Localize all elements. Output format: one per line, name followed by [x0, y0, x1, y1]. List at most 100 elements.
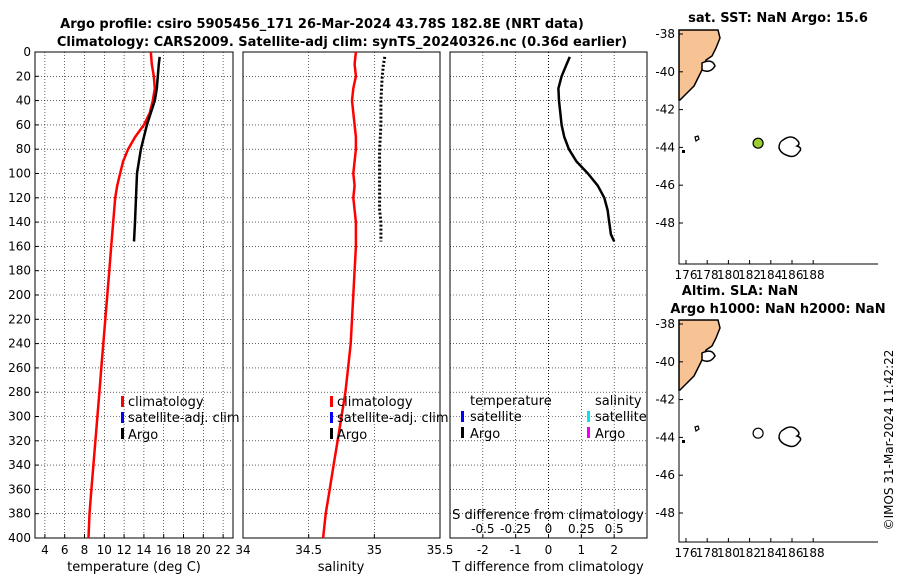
legend-label-satellite-adj: satellite-adj. clim — [337, 411, 449, 426]
y-tick-label: 180 — [8, 264, 31, 278]
x-tick-label: 18 — [176, 543, 191, 557]
difference-panel: -2 -1 0 1 2 -0.5 -0.25 0 0.25 0.5 S difference f… — [449, 51, 648, 575]
map-y-tick-label: -38 — [655, 27, 675, 41]
y-tick-label: 220 — [8, 312, 31, 326]
legend-swatch-climatology — [330, 396, 333, 407]
legend-label-satellite-adj: satellite-adj. clim — [128, 411, 240, 426]
legend-swatch-t-argo — [461, 427, 464, 438]
sst-map-argo-marker — [752, 137, 764, 149]
y-tick-label: 320 — [8, 434, 31, 448]
series-line-argo — [132, 56, 161, 242]
series-line-t-argo — [557, 56, 616, 243]
x-tick-label: 16 — [156, 543, 171, 557]
y-tick-label: 200 — [8, 288, 31, 302]
y-tick-label: 60 — [16, 118, 31, 132]
legend-swatch-s-argo — [587, 427, 590, 438]
x-tick-label: -1 — [510, 543, 522, 557]
sla-map-title-1: Altim. SLA: NaN — [682, 284, 798, 299]
legend-swatch-argo — [121, 428, 124, 439]
y-tick-label: 300 — [8, 410, 31, 424]
sla-map-title-2: Argo h1000: NaN h2000: NaN — [670, 302, 885, 317]
legend-swatch-satellite-adj — [121, 412, 124, 423]
x-tick-label: 1 — [578, 543, 586, 557]
legend-swatch-climatology — [121, 396, 124, 407]
y-tick-label: 260 — [8, 361, 31, 375]
salinity-xlabel: salinity — [318, 560, 365, 575]
y-tick-label: 40 — [16, 94, 31, 108]
sla-map-antipodes-islet — [682, 440, 685, 443]
y-tick-label: 100 — [8, 167, 31, 181]
legend-label-argo: Argo — [337, 428, 367, 443]
y-tick-label: 360 — [8, 482, 31, 496]
map-x-tick-label: 176 — [675, 268, 698, 282]
salinity-xticks: 34 34.5 35 35.5 — [235, 534, 453, 557]
salinity-series — [321, 51, 387, 539]
s-x-tick-label: -0.5 — [471, 522, 494, 536]
s-x-tick-label: -0.25 — [500, 522, 531, 536]
temperature-series — [87, 51, 161, 539]
series-line-argo — [378, 56, 387, 242]
map-x-tick-label: 180 — [717, 546, 740, 560]
map-x-tick-label: 180 — [717, 268, 740, 282]
temperature-xlabel: temperature (deg C) — [67, 560, 201, 575]
map-y-tick-label: -38 — [655, 317, 675, 331]
x-tick-label: 34 — [235, 543, 250, 557]
y-tick-label: 380 — [8, 507, 31, 521]
map-x-tick-label: 182 — [738, 546, 761, 560]
y-tick-label: 160 — [8, 239, 31, 253]
sst-map: sat. SST: NaN Argo: 15.6 -38 -40 -42 -44 -46… — [655, 11, 878, 282]
y-tick-label: 240 — [8, 337, 31, 351]
legend-title-salinity: salinity — [595, 394, 642, 409]
map-x-tick-label: 186 — [781, 268, 804, 282]
figure-title-line1: Argo profile: csiro 5905456_171 26-Mar-2… — [60, 17, 584, 32]
temperature-panel: 4 6 8 10 12 14 16 18 20 22 0 20 40 60 80 100 120 140 160 1… — [8, 45, 240, 575]
x-tick-label: 0 — [545, 543, 553, 557]
sst-map-banks-peninsula — [701, 60, 716, 73]
map-y-tick-label: -40 — [655, 355, 675, 369]
series-line-climatology — [321, 51, 358, 539]
legend-swatch-argo — [330, 428, 333, 439]
map-y-tick-label: -42 — [655, 393, 675, 407]
x-tick-label: 2 — [610, 543, 618, 557]
legend-swatch-s-satellite — [587, 411, 590, 422]
salinity-grid — [243, 52, 440, 538]
map-y-tick-label: -46 — [655, 178, 675, 192]
map-x-tick-label: 178 — [696, 546, 719, 560]
sst-map-bounty-islet — [694, 135, 700, 142]
map-x-tick-label: 184 — [759, 268, 782, 282]
imos-credit: ©IMOS 31-Mar-2024 11:42:22 — [882, 350, 896, 531]
legend-label-s-satellite: satellite — [595, 410, 647, 425]
difference-grid — [450, 52, 647, 538]
x-tick-label: 22 — [215, 543, 230, 557]
y-tick-label: 340 — [8, 458, 31, 472]
legend-label-argo: Argo — [128, 428, 158, 443]
map-x-tick-label: 186 — [781, 546, 804, 560]
x-tick-label: 20 — [196, 543, 211, 557]
legend-label-s-argo: Argo — [595, 427, 625, 442]
sla-map-bounty-islet — [694, 425, 700, 432]
figure-title-line2: Climatology: CARS2009. Satellite-adj cli… — [57, 35, 627, 50]
sla-map-banks-peninsula — [701, 350, 716, 363]
y-tick-label: 400 — [8, 531, 31, 545]
legend-swatch-t-satellite — [461, 411, 464, 422]
map-y-tick-label: -44 — [655, 140, 675, 154]
y-tick-label: 20 — [16, 69, 31, 83]
y-tick-label: 140 — [8, 215, 31, 229]
legend-title-temperature: temperature — [470, 394, 552, 409]
series-line-climatology — [87, 51, 157, 539]
x-tick-label: 35.5 — [427, 543, 454, 557]
x-tick-label: 10 — [97, 543, 112, 557]
map-x-tick-label: 188 — [802, 268, 825, 282]
legend-label-t-satellite: satellite — [470, 410, 522, 425]
difference-s-xticks: -0.5 -0.25 0 0.25 0.5 — [471, 522, 624, 536]
map-x-tick-label: 188 — [802, 546, 825, 560]
map-y-tick-label: -42 — [655, 103, 675, 117]
legend-swatch-satellite-adj — [330, 412, 333, 423]
map-x-tick-label: 182 — [738, 268, 761, 282]
y-tick-label: 120 — [8, 191, 31, 205]
map-y-tick-label: -48 — [655, 216, 675, 230]
x-tick-label: 12 — [116, 543, 131, 557]
